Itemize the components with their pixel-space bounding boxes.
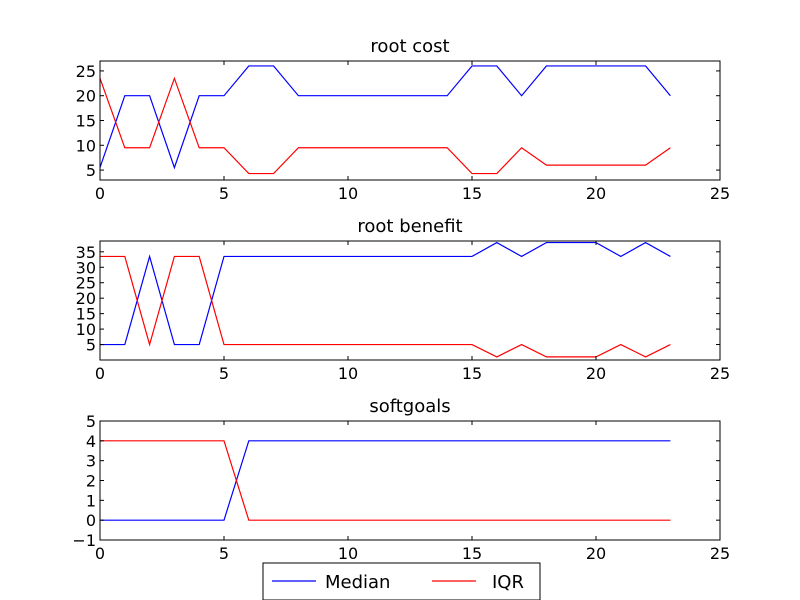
x-tick-label: 10 (338, 364, 358, 383)
x-tick-label: 20 (586, 364, 606, 383)
x-tick-label: 15 (462, 364, 482, 383)
y-tick-label: 5 (86, 161, 96, 180)
y-tick-label: −1 (72, 531, 96, 550)
x-tick-label: 10 (338, 544, 358, 563)
subplot-title: root benefit (357, 216, 462, 237)
x-tick-label: 15 (462, 544, 482, 563)
series-line-median (100, 440, 671, 521)
y-tick-label: 35 (76, 243, 96, 262)
x-tick-label: 25 (710, 364, 730, 383)
plot-frame (99, 240, 721, 361)
subplot-1: root cost 0 5 10 15 20 25 5 10 15 20 25 (76, 36, 731, 203)
x-tick-label: 25 (710, 544, 730, 563)
y-tick-label: 10 (76, 320, 96, 339)
series-line-iqr (100, 255, 671, 358)
x-tick-label: 10 (338, 184, 358, 203)
legend: Median IQR (262, 562, 541, 600)
x-tick-label: 25 (710, 184, 730, 203)
x-tick-label: 0 (95, 184, 105, 203)
y-tick-label: 30 (76, 258, 96, 277)
x-tick-label: 20 (586, 184, 606, 203)
y-tick-label: 3 (86, 452, 96, 471)
y-tick-label: 0 (86, 511, 96, 530)
y-tick-label: 15 (76, 305, 96, 324)
x-tick-label: 5 (219, 364, 229, 383)
subplot-title: softgoals (369, 396, 450, 417)
subplot-title: root cost (370, 36, 449, 57)
series-line-median (99, 65, 671, 170)
x-tick-label: 20 (586, 544, 606, 563)
y-tick-label: 20 (76, 87, 96, 106)
x-tick-label: 5 (219, 544, 229, 563)
y-tick-label: 2 (86, 472, 96, 491)
y-tick-label: 20 (76, 289, 96, 308)
series-line-iqr (99, 76, 671, 175)
x-tick-label: 0 (95, 364, 105, 383)
y-tick-label: 15 (76, 112, 96, 131)
plot-frame (99, 420, 721, 541)
x-tick-label: 0 (95, 544, 105, 563)
legend-label-iqr: IQR (492, 572, 524, 593)
y-tick-label: 10 (76, 136, 96, 155)
y-tick-label: 4 (86, 432, 96, 451)
y-tick-label: 25 (76, 274, 96, 293)
plot-frame (99, 60, 721, 181)
x-tick-label: 5 (219, 184, 229, 203)
y-tick-label: 5 (86, 336, 96, 355)
series-line-iqr (100, 440, 671, 521)
legend-label-median: Median (325, 572, 390, 593)
y-tick-label: 25 (76, 62, 96, 81)
y-tick-label: 5 (86, 412, 96, 431)
x-tick-label: 15 (462, 184, 482, 203)
y-tick-label: 1 (86, 491, 96, 510)
series-line-median (100, 241, 671, 346)
